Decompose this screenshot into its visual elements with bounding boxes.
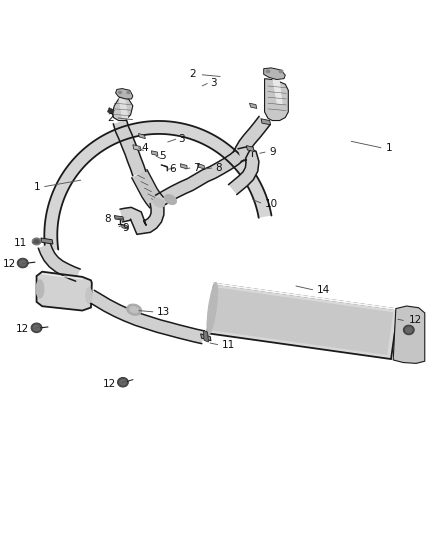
Ellipse shape [118, 91, 121, 94]
Polygon shape [120, 201, 164, 235]
Polygon shape [261, 119, 271, 125]
Polygon shape [155, 150, 244, 206]
Polygon shape [41, 238, 53, 244]
Ellipse shape [279, 70, 283, 72]
Text: 8: 8 [105, 214, 111, 224]
Ellipse shape [403, 325, 414, 335]
Polygon shape [119, 98, 128, 120]
Text: 13: 13 [157, 307, 170, 317]
Polygon shape [88, 290, 205, 344]
Ellipse shape [32, 238, 41, 245]
Ellipse shape [153, 198, 164, 207]
Ellipse shape [18, 259, 28, 268]
Text: 5: 5 [159, 151, 166, 161]
Ellipse shape [406, 327, 412, 333]
Text: 4: 4 [141, 143, 148, 153]
Polygon shape [212, 288, 393, 355]
Polygon shape [114, 215, 124, 220]
Polygon shape [198, 164, 205, 169]
Ellipse shape [117, 377, 128, 387]
Polygon shape [121, 224, 128, 229]
Polygon shape [393, 306, 425, 364]
Polygon shape [133, 145, 141, 151]
Text: 2: 2 [189, 69, 195, 79]
Polygon shape [180, 164, 187, 169]
Ellipse shape [266, 70, 270, 72]
Text: 3: 3 [211, 78, 217, 88]
Text: 6: 6 [170, 164, 176, 174]
Text: 11: 11 [14, 238, 27, 248]
Text: 11: 11 [221, 340, 235, 350]
Polygon shape [113, 120, 146, 176]
Polygon shape [203, 330, 208, 342]
Text: 10: 10 [265, 199, 278, 209]
Ellipse shape [31, 323, 42, 333]
Polygon shape [264, 68, 285, 79]
Polygon shape [152, 151, 158, 156]
Text: 12: 12 [16, 324, 29, 334]
Text: 14: 14 [316, 285, 330, 295]
Ellipse shape [36, 280, 44, 298]
Text: 12: 12 [3, 260, 16, 269]
Polygon shape [132, 169, 163, 208]
Text: 3: 3 [178, 134, 185, 144]
Text: 12: 12 [102, 379, 116, 389]
Text: 12: 12 [409, 316, 423, 326]
Polygon shape [138, 133, 145, 139]
Text: 1: 1 [385, 143, 392, 153]
Ellipse shape [120, 379, 126, 385]
Polygon shape [38, 244, 80, 281]
Text: 8: 8 [215, 163, 222, 173]
Polygon shape [116, 88, 133, 99]
Ellipse shape [127, 304, 141, 315]
Ellipse shape [86, 288, 92, 303]
Polygon shape [250, 103, 257, 108]
Text: 9: 9 [269, 147, 276, 157]
Polygon shape [201, 334, 211, 341]
Polygon shape [265, 79, 288, 120]
Text: 1: 1 [33, 182, 40, 191]
Polygon shape [44, 121, 272, 252]
Polygon shape [36, 272, 92, 311]
Polygon shape [207, 284, 398, 359]
Text: 2: 2 [107, 112, 113, 123]
Ellipse shape [127, 91, 130, 94]
Polygon shape [107, 108, 114, 115]
Polygon shape [113, 97, 133, 120]
Ellipse shape [20, 260, 26, 266]
Ellipse shape [207, 282, 218, 334]
Polygon shape [272, 79, 283, 104]
Ellipse shape [130, 306, 139, 313]
Polygon shape [233, 116, 270, 158]
Ellipse shape [34, 239, 39, 244]
Ellipse shape [33, 325, 40, 330]
Polygon shape [229, 147, 259, 195]
Text: 7: 7 [193, 163, 200, 173]
Ellipse shape [164, 195, 177, 205]
Polygon shape [247, 146, 254, 151]
Text: 9: 9 [122, 223, 129, 232]
